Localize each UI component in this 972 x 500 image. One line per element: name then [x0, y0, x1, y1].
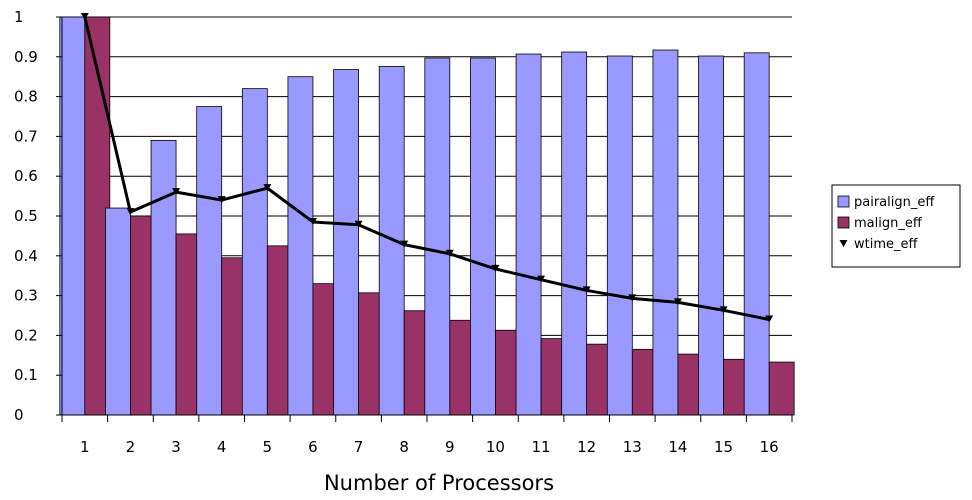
- y-tick-label: 0.5: [14, 207, 38, 225]
- bar-pairalign_eff-16: [743, 52, 770, 416]
- bar-pairalign_eff-13: [606, 55, 633, 416]
- x-tick-label: 1: [80, 438, 90, 456]
- line-wtime_eff: [83, 16, 770, 321]
- legend: pairalign_eff malign_eff wtime_eff: [831, 184, 961, 268]
- bar-pairalign_eff-5: [241, 88, 268, 416]
- bar-pairalign_eff-6: [287, 76, 314, 416]
- y-tick-label: 0: [14, 406, 24, 424]
- marker-wtime_eff-11: [537, 275, 546, 283]
- y-tick-label: 0.8: [14, 88, 38, 106]
- bar-pairalign_eff-11: [515, 53, 542, 416]
- y-tick-label: 0.3: [14, 287, 38, 305]
- marker-wtime_eff-8: [400, 240, 409, 248]
- y-tick-label: 0.7: [14, 127, 38, 145]
- x-tick-label: 8: [399, 438, 409, 456]
- legend-label-pairalign_eff: pairalign_eff: [854, 195, 935, 210]
- marker-wtime_eff-12: [582, 286, 591, 294]
- series-line: [80, 13, 774, 323]
- y-tick-label: 1: [14, 8, 24, 26]
- marker-wtime_eff-15: [719, 306, 728, 314]
- marker-wtime_eff-9: [445, 249, 454, 257]
- x-tick-label: 10: [486, 438, 505, 456]
- legend-label-malign_eff: malign_eff: [854, 216, 923, 231]
- legend-swatch-wtime_eff: [839, 240, 848, 247]
- x-tick-label: 7: [354, 438, 364, 456]
- marker-wtime_eff-1: [80, 13, 89, 20]
- x-tick-label: 12: [577, 438, 596, 456]
- y-tick-label: 0.6: [14, 167, 38, 185]
- marker-wtime_eff-3: [172, 188, 181, 196]
- legend-box: [831, 184, 961, 268]
- bar-pairalign_eff-7: [333, 69, 359, 416]
- bar-pairalign_eff-15: [698, 55, 724, 416]
- marker-wtime_eff-4: [217, 196, 226, 204]
- x-tick-label: 9: [445, 438, 455, 456]
- marker-wtime_eff-14: [673, 298, 682, 306]
- bar-pairalign_eff-12: [561, 51, 588, 416]
- x-tick-label: 3: [171, 438, 181, 456]
- y-tick-label: 0.9: [14, 48, 38, 66]
- y-tick-label: 0.4: [14, 247, 38, 265]
- y-tick-label: 0.2: [14, 326, 38, 344]
- y-tick-label: 0.1: [14, 366, 38, 384]
- x-tick-label: 15: [714, 438, 733, 456]
- bar-pairalign_eff-14: [652, 49, 679, 416]
- x-tick-label: 16: [760, 438, 779, 456]
- legend-label-wtime_eff: wtime_eff: [854, 237, 919, 252]
- marker-wtime_eff-6: [308, 217, 317, 225]
- marker-wtime_eff-5: [263, 184, 272, 192]
- marker-wtime_eff-16: [765, 315, 774, 323]
- tick-labels: 00.10.20.30.40.50.60.70.80.911 2 3 4 5 6 7 8 9 10…: [14, 8, 779, 456]
- legend-swatch-malign_eff: [837, 216, 850, 229]
- bars: [59, 16, 795, 416]
- marker-wtime_eff-2: [126, 208, 135, 216]
- bar-pairalign_eff-4: [196, 106, 223, 416]
- bar-pairalign_eff-10: [470, 57, 496, 416]
- x-tick-label: 6: [308, 438, 318, 456]
- x-tick-label: 11: [532, 438, 551, 456]
- bar-pairalign_eff-1: [59, 16, 86, 416]
- axes: [56, 16, 793, 422]
- x-tick-label: 4: [217, 438, 227, 456]
- x-tick-label: 13: [623, 438, 642, 456]
- marker-wtime_eff-13: [628, 294, 637, 302]
- x-tick-label: 2: [126, 438, 136, 456]
- bar-malign_eff-16: [768, 361, 795, 416]
- legend-swatch-pairalign_eff: [837, 195, 850, 208]
- x-tick-label: 14: [668, 438, 687, 456]
- marker-wtime_eff-7: [354, 220, 363, 228]
- marker-wtime_eff-10: [491, 264, 500, 272]
- x-axis-title: Number of Processors: [324, 471, 554, 495]
- bar-pairalign_eff-2: [105, 207, 131, 416]
- bar-pairalign_eff-9: [424, 57, 451, 416]
- bar-pairalign_eff-3: [150, 139, 177, 416]
- x-tick-label: 5: [263, 438, 273, 456]
